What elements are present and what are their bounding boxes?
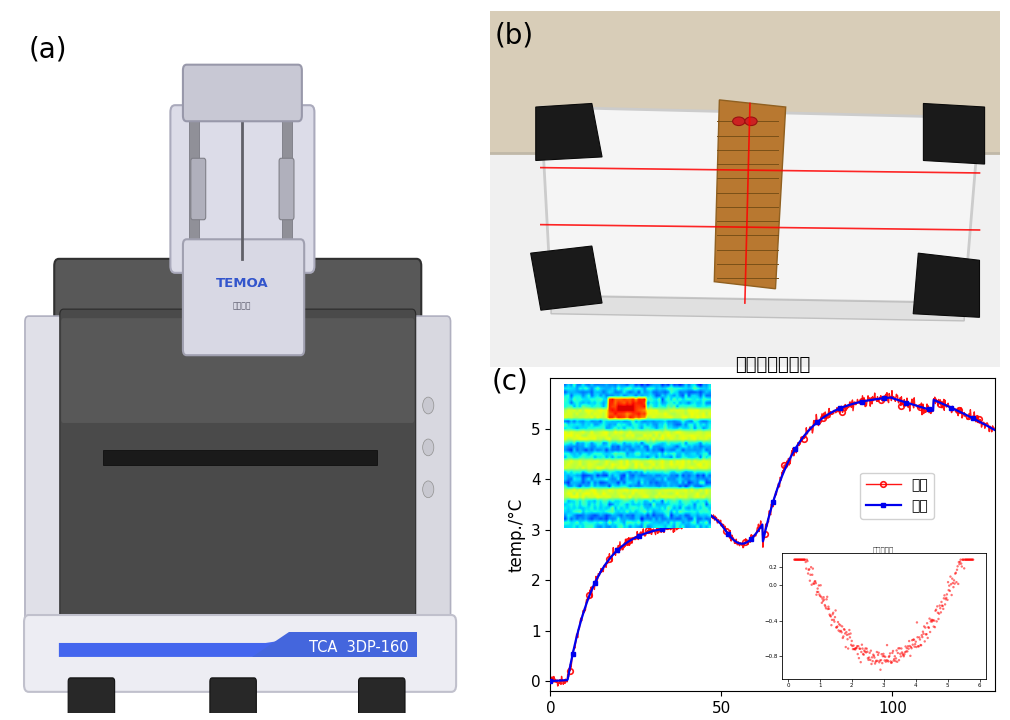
FancyBboxPatch shape (171, 105, 314, 273)
FancyBboxPatch shape (183, 239, 304, 355)
预测 (803, 426, 815, 435)
测试 (551, 682, 564, 690)
测试 (886, 387, 898, 395)
测试 (882, 397, 894, 405)
Circle shape (422, 439, 434, 456)
Title: 中心点温升曲线: 中心点温升曲线 (735, 356, 810, 374)
FancyBboxPatch shape (279, 158, 294, 220)
FancyBboxPatch shape (69, 678, 114, 716)
Circle shape (745, 117, 758, 125)
预测 (927, 395, 939, 404)
预测 (572, 629, 584, 637)
Text: (b): (b) (495, 22, 534, 50)
预测 (882, 394, 894, 402)
Polygon shape (551, 296, 965, 321)
FancyBboxPatch shape (25, 316, 63, 662)
Circle shape (732, 117, 745, 125)
测试 (544, 675, 557, 684)
Y-axis label: temp./°C: temp./°C (507, 498, 525, 572)
Legend: 测试, 预测: 测试, 预测 (861, 472, 934, 518)
Circle shape (422, 397, 434, 414)
Text: (c): (c) (492, 367, 528, 395)
FancyBboxPatch shape (413, 316, 450, 662)
Polygon shape (714, 100, 786, 289)
FancyBboxPatch shape (183, 65, 302, 121)
Line: 测试: 测试 (547, 388, 998, 689)
预测 (886, 393, 898, 402)
Polygon shape (59, 632, 417, 657)
Bar (282, 102, 292, 248)
测试 (803, 426, 815, 435)
FancyBboxPatch shape (210, 678, 257, 716)
FancyBboxPatch shape (60, 309, 416, 649)
Polygon shape (535, 104, 602, 161)
FancyBboxPatch shape (62, 318, 414, 423)
测试 (815, 417, 827, 426)
FancyBboxPatch shape (359, 678, 405, 716)
Bar (178, 248, 303, 266)
预测 (827, 407, 839, 415)
测试 (989, 426, 1001, 434)
Polygon shape (530, 246, 602, 310)
Polygon shape (541, 107, 980, 303)
测试 (928, 397, 940, 405)
Polygon shape (913, 253, 980, 318)
预测 (989, 426, 1001, 434)
预测 (544, 677, 557, 685)
FancyBboxPatch shape (191, 158, 206, 220)
Text: TEMOA: TEMOA (215, 276, 269, 289)
FancyBboxPatch shape (55, 258, 421, 664)
Bar (490, 11, 1000, 153)
Text: 热导仪器: 热导仪器 (232, 302, 251, 311)
Bar (490, 153, 1000, 367)
测试 (573, 626, 585, 634)
预测 (814, 415, 826, 424)
Circle shape (422, 481, 434, 498)
Line: 预测: 预测 (548, 395, 997, 683)
测试 (828, 406, 840, 415)
Polygon shape (251, 632, 417, 657)
Text: TCA  3DP-160: TCA 3DP-160 (309, 639, 408, 654)
Text: (a): (a) (28, 35, 68, 63)
Bar (189, 102, 199, 248)
Bar (103, 449, 377, 465)
Polygon shape (923, 104, 985, 164)
FancyBboxPatch shape (24, 615, 457, 692)
